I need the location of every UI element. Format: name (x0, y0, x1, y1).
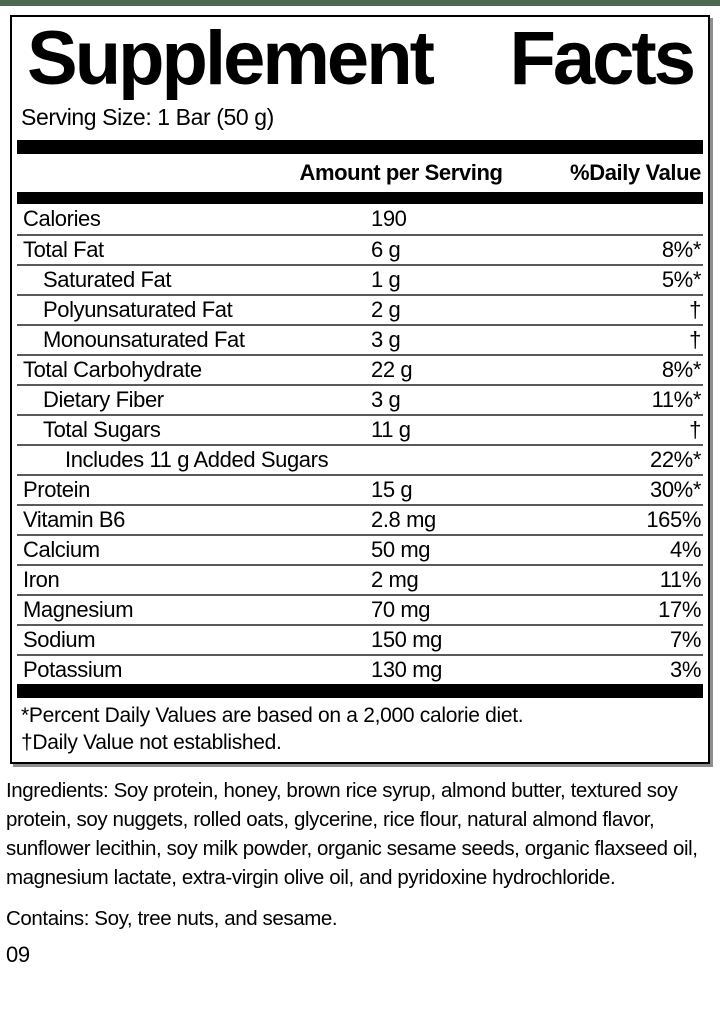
nutrient-name: Total Sugars (43, 417, 161, 443)
nutrient-row: Saturated Fat 1 g 5%* (17, 264, 703, 294)
nutrient-name: Dietary Fiber (43, 387, 164, 413)
nutrient-amount: 15 g (371, 477, 413, 503)
lot-code: 09 (6, 942, 30, 968)
nutrient-name: Calories (23, 206, 101, 232)
title-word-supplement: Supplement (27, 16, 435, 101)
serving-size: Serving Size: 1 Bar (50 g) (21, 104, 274, 131)
nutrient-daily-value: 8%* (661, 357, 702, 383)
nutrient-name: Saturated Fat (43, 267, 172, 293)
nutrient-amount: 6 g (371, 237, 401, 263)
nutrient-name: Protein (23, 477, 90, 503)
nutrient-daily-value: † (689, 327, 701, 353)
column-header-amount: Amount per Serving (299, 160, 503, 186)
nutrient-amount: 22 g (371, 357, 413, 383)
below-panel-text: Ingredients: Soy protein, honey, brown r… (0, 776, 720, 968)
nutrient-amount: 3 g (371, 327, 401, 353)
nutrient-daily-value: † (689, 417, 701, 443)
nutrient-row: Total Sugars 11 g † (17, 414, 703, 444)
nutrient-amount: 70 mg (371, 597, 431, 623)
nutrient-row: Protein 15 g 30%* (17, 474, 703, 504)
nutrient-amount: 2 g (371, 297, 401, 323)
panel-title: Supplement Facts (17, 16, 703, 101)
nutrient-amount: 150 mg (371, 627, 442, 653)
nutrient-daily-value: 17% (658, 597, 701, 623)
nutrient-name: Magnesium (23, 597, 134, 623)
nutrient-amount: 1 g (371, 267, 401, 293)
nutrient-row: Iron 2 mg 11% (17, 564, 703, 594)
nutrient-daily-value: 165% (646, 507, 701, 533)
nutrient-name: Polyunsaturated Fat (43, 297, 233, 323)
nutrient-amount: 130 mg (371, 657, 442, 683)
nutrient-daily-value: 5%* (661, 267, 702, 293)
nutrient-name: Total Fat (23, 237, 104, 263)
nutrient-amount: 2.8 mg (371, 507, 436, 533)
nutrient-name: Monounsaturated Fat (43, 327, 245, 353)
nutrient-amount: 2 mg (371, 567, 419, 593)
nutrient-row: Calcium 50 mg 4% (17, 534, 703, 564)
title-word-facts: Facts (509, 16, 696, 101)
nutrient-row: Vitamin B6 2.8 mg 165% (17, 504, 703, 534)
nutrient-row: Total Fat 6 g 8%* (17, 234, 703, 264)
nutrient-row: Magnesium 70 mg 17% (17, 594, 703, 624)
nutrient-row: Potassium 130 mg 3% (17, 654, 703, 684)
nutrient-amount: 50 mg (371, 537, 431, 563)
brand-color-bar (0, 0, 720, 6)
nutrient-daily-value: 22%* (650, 447, 701, 473)
nutrient-name: Iron (23, 567, 60, 593)
nutrient-row: Total Carbohydrate 22 g 8%* (17, 354, 703, 384)
nutrient-row: Calories 190 (17, 204, 703, 234)
supplement-facts-panel: Supplement Facts Serving Size: 1 Bar (50… (10, 15, 710, 765)
nutrient-daily-value: 4% (670, 537, 701, 563)
nutrient-row: Monounsaturated Fat 3 g † (17, 324, 703, 354)
nutrient-name: Vitamin B6 (23, 507, 125, 533)
thick-divider-bottom (17, 684, 703, 699)
footnote-percent-daily-value: *Percent Daily Values are based on a 2,0… (21, 704, 524, 728)
nutrient-name: Potassium (23, 657, 123, 683)
nutrient-row: Polyunsaturated Fat 2 g † (17, 294, 703, 324)
contains-text: Contains: Soy, tree nuts, and sesame. (6, 907, 338, 931)
ingredients-text: Ingredients: Soy protein, honey, brown r… (6, 779, 698, 890)
nutrient-name: Calcium (23, 537, 100, 563)
nutrient-daily-value: 8%* (661, 237, 702, 263)
nutrient-amount: 3 g (371, 387, 401, 413)
nutrient-name: Includes 11 g Added Sugars (65, 447, 329, 473)
nutrient-table: Calories 190 Total Fat 6 g 8%* Saturated… (17, 204, 703, 684)
footnotes: *Percent Daily Values are based on a 2,0… (17, 702, 703, 756)
nutrient-name: Total Carbohydrate (23, 357, 202, 383)
nutrient-daily-value: 7% (670, 627, 701, 653)
nutrient-row: Dietary Fiber 3 g 11%* (17, 384, 703, 414)
nutrient-row: Sodium 150 mg 7% (17, 624, 703, 654)
nutrient-daily-value: † (689, 297, 701, 323)
column-header-row: Amount per Serving %Daily Value (17, 154, 703, 192)
nutrient-daily-value: 11% (659, 567, 702, 593)
nutrient-amount: 11 g (371, 417, 411, 443)
footnote-daily-value-not-established: †Daily Value not established. (21, 731, 282, 755)
thick-divider-header (17, 192, 703, 205)
nutrient-daily-value: 11%* (651, 387, 702, 413)
nutrient-daily-value: 30%* (650, 477, 701, 503)
nutrient-row: Includes 11 g Added Sugars 22%* (17, 444, 703, 474)
thick-divider-top (17, 140, 703, 155)
nutrient-amount: 190 (371, 206, 407, 232)
nutrient-name: Sodium (23, 627, 96, 653)
nutrient-daily-value: 3% (670, 657, 701, 683)
column-header-daily-value: %Daily Value (570, 160, 701, 186)
